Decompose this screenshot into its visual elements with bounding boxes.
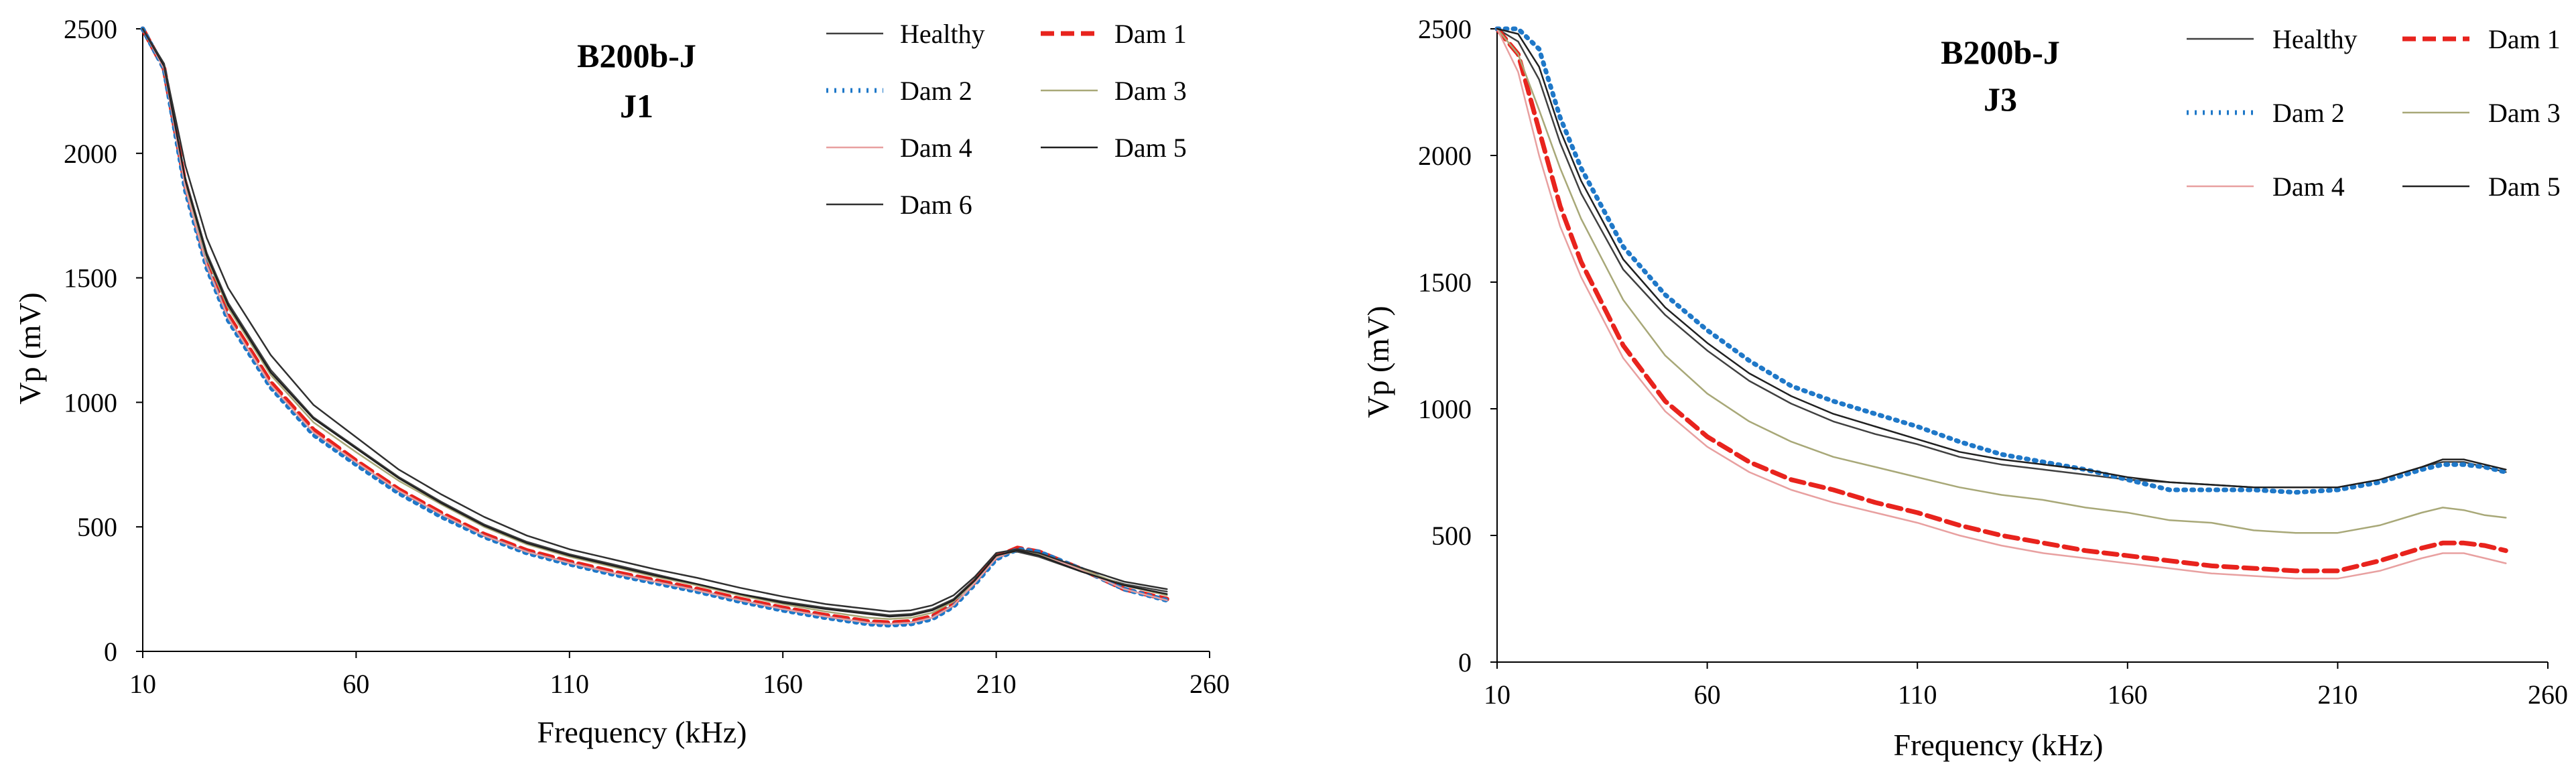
- legend-label: Dam 2: [900, 76, 972, 106]
- chart-title: B200b-J: [577, 37, 696, 74]
- series-line-dam-2: [140, 26, 1169, 628]
- x-axis-label: Frequency (kHz): [537, 715, 747, 749]
- legend-label: Healthy: [900, 19, 985, 49]
- y-tick-label: 1500: [1418, 267, 1472, 298]
- y-tick-label: 1500: [64, 263, 117, 294]
- legend-label: Dam 1: [1114, 19, 1187, 49]
- x-tick-label: 210: [2317, 680, 2358, 710]
- legend-label: Dam 4: [900, 133, 972, 163]
- series-line-healthy: [141, 27, 1168, 617]
- series-line-dam-4: [141, 27, 1168, 625]
- x-tick-label: 10: [129, 669, 156, 699]
- y-tick-label: 2500: [64, 14, 117, 44]
- series-line-dam-4: [1496, 27, 2507, 580]
- legend-label: Dam 5: [1114, 133, 1187, 163]
- x-axis-label: Frequency (kHz): [1894, 728, 2104, 762]
- y-tick-label: 1000: [64, 387, 117, 417]
- chart-j3: B200b-J J3 Frequency (kHz) Vp (mV) 0 500 1…: [1361, 14, 2568, 762]
- chart-subtitle: J1: [620, 87, 653, 125]
- x-tick-label: 160: [763, 669, 803, 699]
- legend-label: Dam 4: [2272, 172, 2345, 202]
- x-tick-label: 260: [2528, 680, 2568, 710]
- legend-label: Healthy: [2272, 24, 2358, 54]
- legend-label: Dam 1: [2488, 24, 2561, 54]
- series-line-dam-2: [1494, 26, 2508, 495]
- legend-label: Dam 6: [900, 190, 972, 220]
- y-tick-label: 500: [77, 512, 117, 542]
- chart-subtitle: J3: [1984, 80, 2017, 118]
- legend-label: Dam 2: [2272, 98, 2345, 128]
- legend-label: Dam 5: [2488, 172, 2561, 202]
- y-axis-label: Vp (mV): [1361, 306, 1395, 417]
- y-tick-label: 0: [1458, 647, 1472, 678]
- y-tick-label: 2500: [1418, 14, 1472, 44]
- y-tick-label: 500: [1431, 521, 1472, 551]
- series-line-dam-1: [1494, 26, 2508, 574]
- series-line-dam-3: [1496, 27, 2507, 534]
- series-line-dam-1: [140, 26, 1169, 625]
- y-tick-label: 2000: [64, 139, 117, 169]
- series-line-dam-3: [141, 27, 1168, 620]
- series-line-dam-5: [1496, 27, 2507, 489]
- y-tick-label: 2000: [1418, 141, 1472, 171]
- x-tick-label: 60: [1694, 680, 1721, 710]
- x-tick-label: 10: [1484, 680, 1510, 710]
- x-tick-label: 110: [1898, 680, 1937, 710]
- legend-label: Dam 3: [2488, 98, 2561, 128]
- series-line-dam-6: [141, 27, 1168, 612]
- series-line-dam-5: [141, 27, 1168, 618]
- x-tick-label: 60: [342, 669, 369, 699]
- chart-j1: B200b-J J1 Frequency (kHz) Vp (mV) 0 500 1…: [13, 14, 1230, 749]
- x-tick-label: 160: [2108, 680, 2148, 710]
- y-tick-label: 0: [104, 637, 117, 667]
- legend-label: Dam 3: [1114, 76, 1187, 106]
- x-tick-label: 260: [1189, 669, 1230, 699]
- y-tick-label: 1000: [1418, 394, 1472, 424]
- chart-title: B200b-J: [1941, 34, 2060, 71]
- x-tick-label: 110: [550, 669, 590, 699]
- x-tick-label: 210: [976, 669, 1017, 699]
- y-axis-label: Vp (mV): [13, 292, 47, 404]
